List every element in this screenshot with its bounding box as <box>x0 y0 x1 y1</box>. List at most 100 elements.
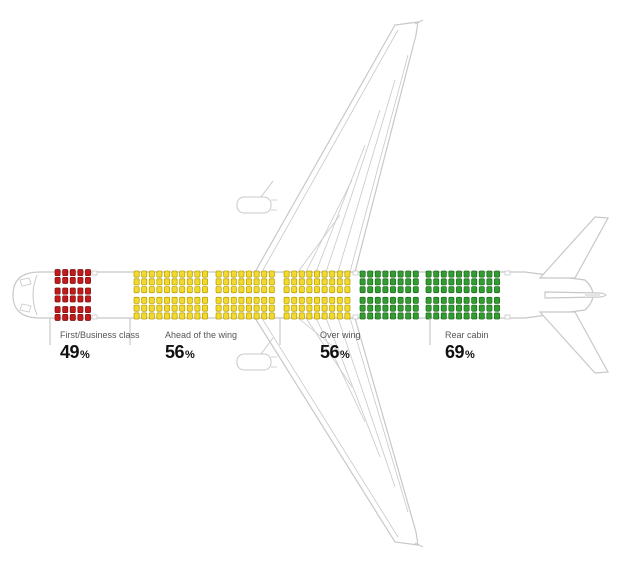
seat <box>413 305 418 311</box>
seat <box>164 287 169 293</box>
seat <box>187 287 192 293</box>
seat <box>216 287 221 293</box>
seat <box>224 287 229 293</box>
seat <box>246 297 251 303</box>
seat <box>78 288 83 294</box>
seat <box>472 287 477 293</box>
seat <box>375 297 380 303</box>
seat <box>441 271 446 277</box>
seat <box>224 271 229 277</box>
seat <box>464 305 469 311</box>
seat <box>426 279 431 285</box>
seat <box>78 307 83 313</box>
seat <box>345 297 350 303</box>
seat <box>254 313 259 319</box>
seat <box>434 271 439 277</box>
tail-stabilizer-bottom <box>540 312 608 373</box>
seat <box>398 279 403 285</box>
seat <box>55 288 60 294</box>
seat <box>398 305 403 311</box>
seat <box>322 297 327 303</box>
seat <box>231 313 236 319</box>
seat <box>70 314 75 320</box>
seat <box>134 271 139 277</box>
seat <box>292 287 297 293</box>
seat <box>231 297 236 303</box>
seat <box>157 287 162 293</box>
seat <box>63 277 68 283</box>
seat <box>284 271 289 277</box>
seat <box>390 279 395 285</box>
seat <box>449 305 454 311</box>
seat <box>149 271 154 277</box>
seat <box>63 307 68 313</box>
seat <box>164 271 169 277</box>
seat <box>63 296 68 302</box>
seat <box>307 271 312 277</box>
seat <box>164 297 169 303</box>
seat <box>202 271 207 277</box>
seat <box>246 279 251 285</box>
seat <box>322 271 327 277</box>
section-pct-over: 56% <box>320 342 349 363</box>
seat <box>472 271 477 277</box>
pct-unit: % <box>340 349 349 361</box>
seat <box>375 313 380 319</box>
seat <box>322 279 327 285</box>
seat <box>172 305 177 311</box>
seat <box>368 271 373 277</box>
seat <box>494 297 499 303</box>
seat <box>195 271 200 277</box>
section-pct-ahead: 56% <box>165 342 194 363</box>
seat <box>55 277 60 283</box>
seat <box>262 279 267 285</box>
section-label-first: First/Business class <box>60 330 140 340</box>
section-pct-first: 49% <box>60 342 89 363</box>
seat <box>360 313 365 319</box>
seat <box>383 297 388 303</box>
seat <box>456 313 461 319</box>
seat <box>164 305 169 311</box>
seat <box>149 313 154 319</box>
seat <box>78 270 83 276</box>
seat <box>406 305 411 311</box>
seat <box>406 271 411 277</box>
seat <box>345 271 350 277</box>
tail-stabilizer-top <box>540 217 608 278</box>
wing-top <box>255 22 418 272</box>
seat <box>398 271 403 277</box>
seat <box>299 305 304 311</box>
seat <box>299 287 304 293</box>
seat <box>456 297 461 303</box>
seat <box>224 297 229 303</box>
seat <box>246 305 251 311</box>
seat <box>70 296 75 302</box>
seat <box>134 279 139 285</box>
seat <box>494 271 499 277</box>
seat <box>262 287 267 293</box>
seat <box>314 271 319 277</box>
seat <box>231 279 236 285</box>
seat <box>55 270 60 276</box>
seat <box>269 313 274 319</box>
seat <box>368 279 373 285</box>
seat <box>383 305 388 311</box>
seat <box>322 313 327 319</box>
seat <box>337 287 342 293</box>
seat <box>406 313 411 319</box>
seat <box>292 313 297 319</box>
seat <box>85 314 90 320</box>
seat <box>314 287 319 293</box>
seat <box>142 271 147 277</box>
seat <box>375 271 380 277</box>
seat <box>216 313 221 319</box>
seat <box>441 297 446 303</box>
seat <box>375 287 380 293</box>
seat <box>426 271 431 277</box>
seat <box>479 271 484 277</box>
seat <box>70 277 75 283</box>
seat <box>254 287 259 293</box>
seat <box>487 313 492 319</box>
seat <box>134 305 139 311</box>
seat <box>180 287 185 293</box>
